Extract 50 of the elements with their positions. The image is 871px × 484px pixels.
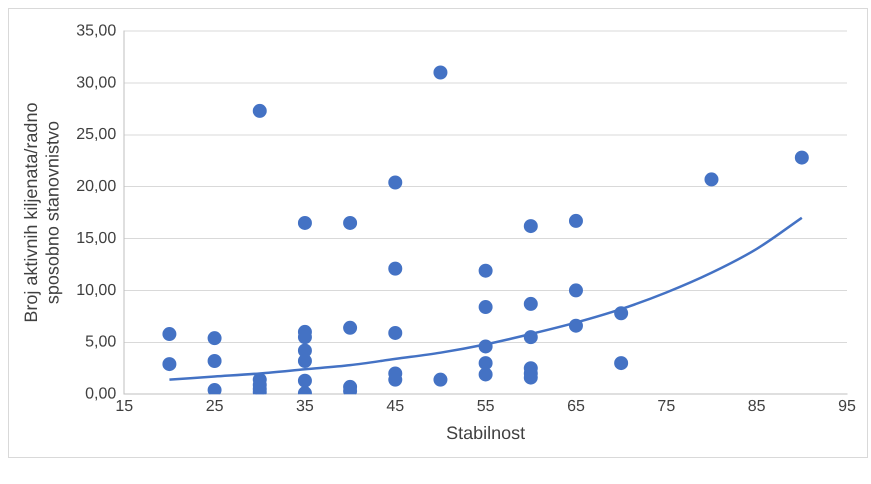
y-tick-label: 5,00 — [85, 334, 116, 351]
y-tick-label: 0,00 — [85, 386, 116, 403]
y-tick-label: 20,00 — [76, 178, 116, 196]
point — [568, 214, 583, 228]
point — [208, 331, 222, 346]
y-tick-label: 15,00 — [76, 230, 116, 247]
point — [614, 306, 628, 320]
point — [298, 354, 312, 368]
point — [388, 262, 402, 276]
y-tick-label: 35,00 — [76, 22, 116, 40]
y-tick-label: 10,00 — [76, 282, 116, 299]
point — [704, 172, 718, 186]
point — [298, 374, 312, 388]
x-tick-label: 95 — [838, 398, 856, 416]
x-tick-label: 75 — [657, 398, 676, 416]
point — [252, 104, 267, 118]
y-tick-label: 30,00 — [76, 74, 116, 92]
point — [388, 326, 402, 340]
point — [478, 339, 493, 354]
point — [343, 216, 358, 230]
point — [524, 330, 538, 344]
x-tick-label: 65 — [567, 398, 585, 416]
point — [478, 356, 493, 370]
point — [433, 372, 448, 387]
point — [208, 354, 222, 368]
x-tick-label: 55 — [476, 398, 495, 416]
point — [478, 300, 493, 314]
point — [478, 264, 493, 278]
y-tick-label: 25,00 — [76, 126, 116, 144]
x-tick-label: 25 — [206, 398, 224, 416]
point — [478, 367, 493, 382]
point — [614, 356, 628, 370]
point — [162, 327, 176, 342]
point — [343, 320, 358, 335]
point — [524, 296, 538, 311]
x-tick-label: 15 — [115, 398, 134, 416]
y-axis-title: Broj aktivnih kiljenata/radno sposobno stanovnistvo — [20, 102, 62, 323]
x-tick-label: 85 — [748, 398, 766, 416]
point — [568, 283, 583, 298]
point — [568, 318, 583, 333]
point — [162, 357, 176, 372]
line-series — [168, 216, 804, 381]
point — [524, 219, 538, 234]
point — [298, 216, 312, 230]
point — [433, 66, 448, 80]
point — [388, 176, 402, 190]
x-tick-label: 45 — [386, 398, 404, 416]
x-axis-title: Stabilnost — [446, 423, 526, 444]
point — [794, 150, 809, 165]
x-tick-label: 35 — [296, 398, 314, 416]
